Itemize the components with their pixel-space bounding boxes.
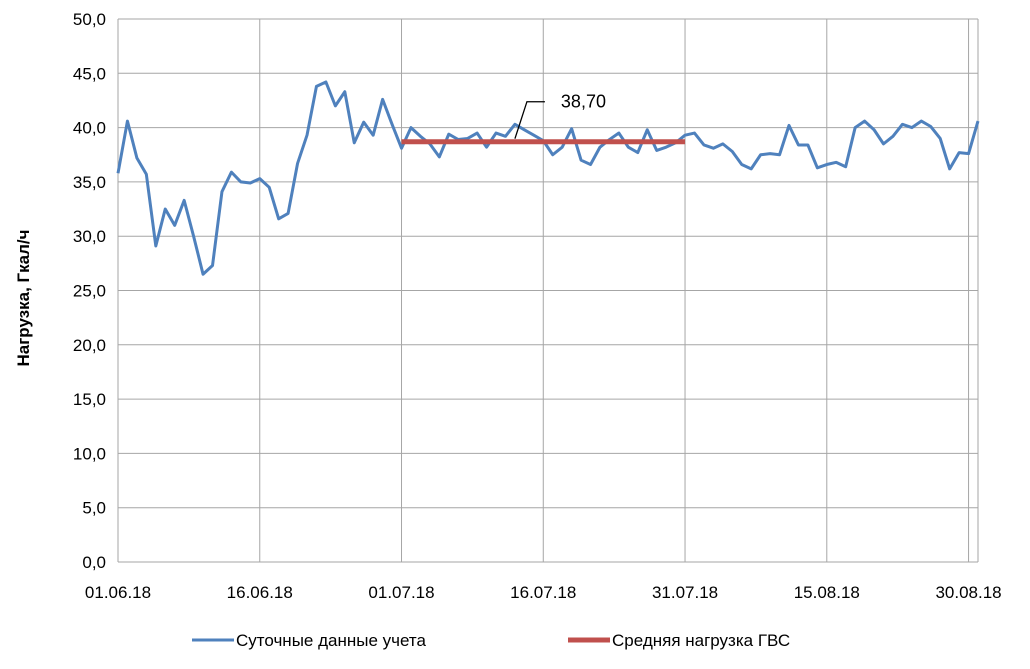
x-tick-label: 01.06.18: [85, 583, 151, 602]
x-tick-labels: 01.06.18 16.06.18 01.07.18 16.07.18 31.07.18…: [85, 583, 1002, 602]
annotation-group: 38,70: [514, 92, 606, 139]
y-tick-label: 15,0: [73, 390, 106, 409]
y-tick-label: 40,0: [73, 119, 106, 138]
x-tick-label: 16.06.18: [227, 583, 293, 602]
x-tick-label: 31.07.18: [652, 583, 718, 602]
y-tick-label: 5,0: [82, 499, 106, 518]
y-tick-label: 50,0: [73, 10, 106, 29]
y-tick-label: 0,0: [82, 553, 106, 572]
daily-load-line: [116, 80, 980, 276]
series-group: [116, 80, 980, 276]
x-tick-label: 16.07.18: [510, 583, 576, 602]
grid: [117, 18, 979, 563]
legend: Суточные данные учета Средняя нагрузка ГВ…: [192, 631, 790, 650]
x-tick-label: 15.08.18: [794, 583, 860, 602]
y-tick-label: 25,0: [73, 282, 106, 301]
y-tick-label: 35,0: [73, 173, 106, 192]
y-tick-label: 30,0: [73, 227, 106, 246]
x-tick-label: 30.08.18: [935, 583, 1001, 602]
annotation-leader: [514, 101, 545, 139]
y-axis-label: Нагрузка, Гкал/ч: [14, 229, 33, 366]
legend-label-average: Средняя нагрузка ГВС: [612, 631, 790, 650]
y-tick-label: 10,0: [73, 444, 106, 463]
legend-label-daily: Суточные данные учета: [236, 631, 426, 650]
x-tick-label: 01.07.18: [368, 583, 434, 602]
y-tick-label: 20,0: [73, 336, 106, 355]
average-value-label: 38,70: [561, 92, 606, 112]
y-tick-labels: 0,0 5,0 10,0 15,0 20,0 25,0 30,0 35,0 40,0 45,0 50…: [73, 10, 106, 572]
y-tick-label: 45,0: [73, 64, 106, 83]
